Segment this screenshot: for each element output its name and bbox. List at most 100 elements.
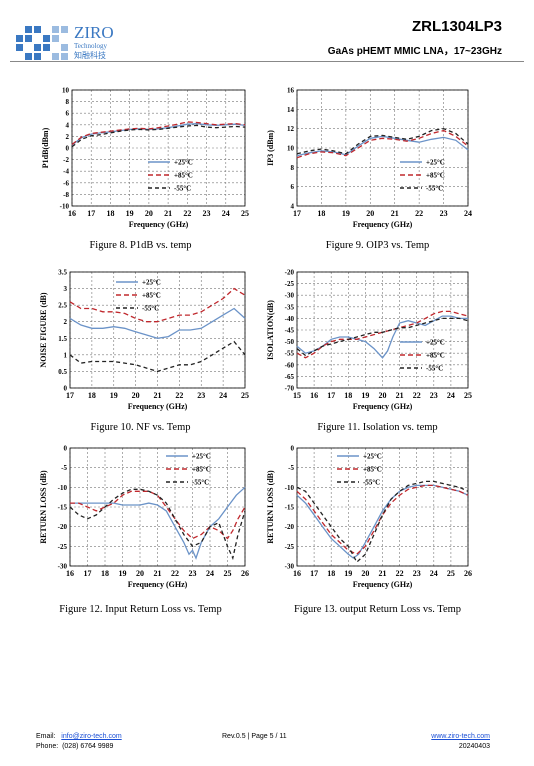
caption-fig12: Figure 12. Input Return Loss vs. Temp bbox=[59, 604, 222, 615]
y-tick-label: 4 bbox=[291, 203, 295, 211]
x-tick-label: 22 bbox=[175, 391, 183, 400]
series-line bbox=[71, 124, 246, 148]
legend-label: +85°C bbox=[142, 292, 161, 300]
y-tick-label: -5 bbox=[288, 464, 294, 472]
x-tick-label: 22 bbox=[183, 209, 191, 218]
x-tick-label: 24 bbox=[447, 391, 455, 400]
y-tick-label: 4 bbox=[66, 121, 70, 129]
x-tick-label: 18 bbox=[327, 569, 335, 578]
y-tick-label: 1.5 bbox=[58, 335, 67, 343]
legend-label: -55°C bbox=[174, 185, 191, 193]
logo-square bbox=[61, 44, 68, 51]
y-tick-label: -5 bbox=[61, 464, 67, 472]
header-divider bbox=[10, 61, 524, 62]
logo-square bbox=[34, 44, 41, 51]
x-tick-label: 20 bbox=[379, 391, 387, 400]
y-tick-label: 6 bbox=[66, 110, 70, 118]
y-tick-label: 0 bbox=[291, 445, 295, 453]
y-tick-label: -25 bbox=[285, 280, 295, 288]
plot-frame bbox=[69, 271, 246, 389]
x-tick-label: 17 bbox=[87, 209, 95, 218]
x-tick-label: 22 bbox=[396, 569, 404, 578]
x-tick-label: 24 bbox=[430, 569, 438, 578]
x-tick-label: 23 bbox=[203, 209, 211, 218]
x-tick-label: 20 bbox=[136, 569, 144, 578]
y-tick-label: -15 bbox=[285, 504, 295, 512]
y-axis-label: RETURN LOSS (dB) bbox=[39, 470, 48, 544]
x-tick-label: 25 bbox=[241, 391, 249, 400]
x-tick-label: 20 bbox=[132, 391, 140, 400]
series-line bbox=[70, 486, 246, 560]
x-tick-label: 21 bbox=[164, 209, 172, 218]
x-tick-label: 22 bbox=[415, 209, 423, 218]
legend-label: +85°C bbox=[174, 172, 193, 180]
y-axis-label: RETURN LOSS (dB) bbox=[266, 470, 275, 544]
legend-label: +85°C bbox=[426, 352, 445, 360]
series-line bbox=[296, 480, 469, 564]
plot-frame bbox=[296, 89, 469, 207]
x-tick-label: 26 bbox=[464, 569, 472, 578]
x-tick-label: 24 bbox=[206, 569, 214, 578]
legend-label: +25°C bbox=[426, 339, 445, 347]
series-line bbox=[69, 287, 246, 323]
x-tick-label: 21 bbox=[154, 569, 162, 578]
y-tick-label: -15 bbox=[58, 504, 68, 512]
caption-fig11: Figure 11. Isolation vs. temp bbox=[317, 422, 438, 433]
logo-square bbox=[61, 53, 68, 60]
plot-frame bbox=[296, 271, 469, 389]
email-link[interactable]: info@ziro-tech.com bbox=[61, 733, 122, 740]
x-tick-label: 19 bbox=[361, 391, 369, 400]
logo-square bbox=[52, 35, 59, 42]
logo-square bbox=[43, 44, 50, 51]
x-tick-label: 20 bbox=[361, 569, 369, 578]
logo-text: ZIRO bbox=[74, 23, 114, 42]
x-tick-label: 21 bbox=[154, 391, 162, 400]
website-link[interactable]: www.ziro-tech.com bbox=[431, 733, 490, 740]
series-line bbox=[69, 340, 246, 373]
y-tick-label: -4 bbox=[63, 168, 69, 176]
y-tick-label: -10 bbox=[58, 484, 68, 492]
logo-square bbox=[16, 35, 23, 42]
footer-revision: Rev.0.5 | Page 5 / 11 bbox=[222, 733, 287, 740]
series-line bbox=[71, 122, 246, 146]
y-tick-label: 6 bbox=[291, 183, 295, 191]
x-tick-label: 22 bbox=[413, 391, 421, 400]
doc-date: 20240403 bbox=[458, 743, 490, 750]
x-tick-label: 25 bbox=[224, 569, 232, 578]
legend-label: +25°C bbox=[142, 279, 161, 287]
chart-oip3-vs-temp: 17 18 19 20 21 22 23 24 4 6 8 10 12 14 16 Frequency (GH… bbox=[266, 87, 472, 230]
series-line bbox=[69, 307, 246, 339]
legend-label: +25°C bbox=[174, 159, 193, 167]
y-tick-label: -20 bbox=[285, 523, 295, 531]
legend-label: +25°C bbox=[363, 453, 382, 461]
email-label: Email: bbox=[36, 733, 56, 740]
y-tick-label: 3.5 bbox=[58, 269, 67, 277]
logo-square bbox=[34, 53, 41, 60]
series-line bbox=[70, 490, 246, 540]
y-tick-label: 2 bbox=[66, 133, 70, 141]
y-tick-label: -40 bbox=[285, 315, 295, 323]
x-tick-label: 24 bbox=[464, 209, 472, 218]
logo-square bbox=[25, 35, 32, 42]
y-tick-label: 0 bbox=[64, 445, 68, 453]
y-tick-label: 16 bbox=[287, 87, 295, 95]
y-tick-label: -45 bbox=[285, 327, 295, 335]
x-tick-label: 17 bbox=[310, 569, 318, 578]
caption-fig10: Figure 10. NF vs. Temp bbox=[90, 422, 191, 433]
series-line bbox=[69, 488, 246, 561]
x-tick-label: 23 bbox=[430, 391, 438, 400]
y-tick-label: -10 bbox=[60, 203, 70, 211]
caption-fig9: Figure 9. OIP3 vs. Temp bbox=[325, 240, 430, 251]
series-line bbox=[71, 121, 246, 146]
footer-contact: Email: info@ziro-tech.com Phone: (028) 6… bbox=[36, 732, 122, 752]
y-axis-label: ISOLATION(dB) bbox=[266, 300, 275, 360]
series-line bbox=[296, 128, 469, 155]
legend-label: -55°C bbox=[363, 479, 380, 487]
logo-square bbox=[25, 26, 32, 33]
x-tick-label: 15 bbox=[293, 391, 301, 400]
y-axis-label: IP3 (dBm) bbox=[266, 130, 275, 166]
logo-square bbox=[52, 26, 59, 33]
y-tick-label: -8 bbox=[63, 191, 69, 199]
series-line bbox=[296, 315, 468, 359]
y-tick-label: -30 bbox=[285, 292, 295, 300]
